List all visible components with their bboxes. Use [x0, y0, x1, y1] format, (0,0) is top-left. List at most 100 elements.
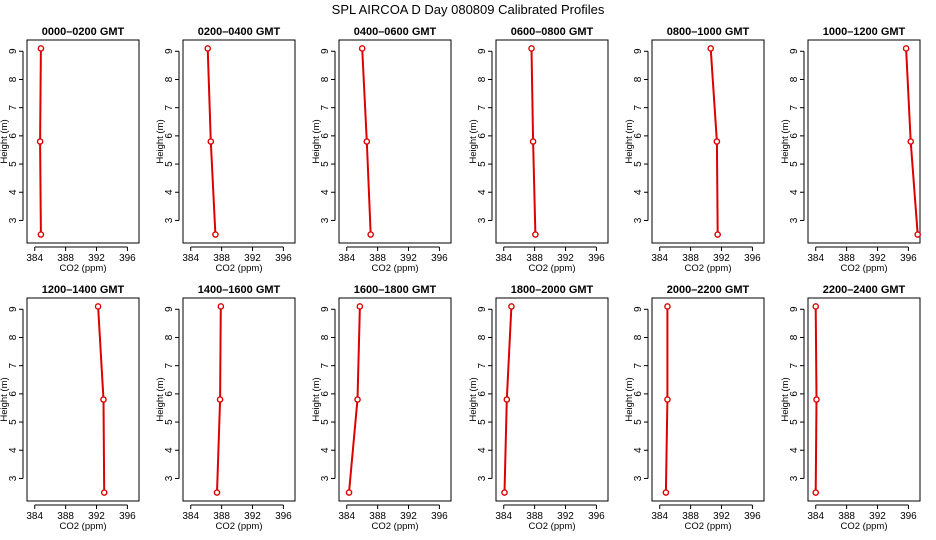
y-tick-label: 5	[320, 419, 331, 425]
x-tick-label: 388	[838, 511, 855, 522]
x-tick-label: 396	[744, 253, 761, 264]
y-tick-label: 7	[8, 104, 19, 110]
panel-10: 2000–2200 GMT 384 388 392 396 CO2 (ppm) 3 4 5 6 7 8…	[624, 284, 765, 532]
x-tick-label: 392	[713, 253, 730, 264]
y-tick-label: 4	[320, 447, 331, 453]
data-point	[100, 489, 108, 496]
y-axis-label: Height (m)	[0, 377, 10, 421]
plot-frame	[495, 297, 609, 502]
y-axis-label: Height (m)	[155, 119, 166, 163]
x-tick-label: 392	[88, 511, 105, 522]
panel-1: 0200–0400 GMT 384 388 392 396 CO2 (ppm) 3 4 5 6 7 8…	[155, 26, 296, 274]
data-point	[664, 303, 671, 310]
x-tick-label: 384	[338, 253, 355, 264]
x-tick-label: 392	[557, 511, 574, 522]
plot-frame	[338, 297, 452, 502]
data-point	[714, 231, 721, 238]
x-tick-label: 392	[557, 253, 574, 264]
x-axis-label: CO2 (ppm)	[529, 263, 576, 274]
data-point	[37, 231, 45, 238]
y-tick-label: 9	[633, 306, 644, 312]
y-tick-label: 6	[633, 133, 644, 139]
y-tick-label: 7	[8, 362, 19, 368]
y-tick-label: 5	[633, 419, 644, 425]
y-tick-label: 9	[633, 48, 644, 54]
y-tick-label: 3	[320, 217, 331, 223]
y-tick-label: 4	[633, 447, 644, 453]
x-tick-label: 392	[244, 253, 261, 264]
y-tick-label: 7	[320, 362, 331, 368]
x-tick-label: 392	[869, 253, 886, 264]
x-axis-label: CO2 (ppm)	[685, 263, 732, 274]
y-tick-label: 7	[320, 104, 331, 110]
data-point	[354, 396, 361, 403]
y-tick-label: 7	[164, 104, 175, 110]
data-point	[356, 303, 364, 310]
y-tick-label: 6	[8, 391, 19, 397]
panel-title: 2000–2200 GMT	[667, 284, 750, 296]
y-tick-label: 9	[477, 48, 488, 54]
y-tick-label: 9	[8, 48, 19, 54]
y-tick-label: 5	[789, 161, 800, 167]
panel-title: 0200–0400 GMT	[198, 26, 281, 38]
data-point	[902, 45, 910, 52]
y-tick-label: 4	[477, 447, 488, 453]
data-point	[503, 396, 511, 403]
y-tick-label: 7	[789, 362, 800, 368]
panel-3: 0600–0800 GMT 384 388 392 396 CO2 (ppm) 3 4 5 6 7 8…	[468, 26, 609, 274]
data-point	[216, 396, 224, 403]
y-tick-label: 4	[8, 447, 19, 453]
data-point	[713, 138, 721, 145]
x-axis-label: CO2 (ppm)	[841, 263, 888, 274]
x-tick-label: 396	[900, 253, 917, 264]
panel-9: 1800–2000 GMT 384 388 392 396 CO2 (ppm) 3 4 5 6 7 8…	[468, 284, 609, 532]
y-tick-label: 6	[789, 391, 800, 397]
data-point	[358, 45, 366, 52]
y-axis-label: Height (m)	[624, 377, 635, 421]
data-point	[363, 138, 371, 145]
x-tick-label: 392	[400, 511, 417, 522]
y-tick-label: 3	[320, 475, 331, 481]
y-axis-label: Height (m)	[311, 377, 322, 421]
x-tick-label: 384	[26, 253, 43, 264]
y-tick-label: 6	[633, 391, 644, 397]
y-axis-label: Height (m)	[0, 119, 10, 163]
plot-frame	[26, 39, 140, 244]
x-tick-label: 388	[682, 511, 699, 522]
x-axis-label: CO2 (ppm)	[529, 521, 576, 532]
x-tick-label: 396	[431, 253, 448, 264]
plot-frame	[807, 297, 921, 502]
y-tick-label: 7	[789, 104, 800, 110]
panel-8: 1600–1800 GMT 384 388 392 396 CO2 (ppm) 3 4 5 6 7 8…	[311, 284, 452, 532]
y-tick-label: 7	[477, 104, 488, 110]
plot-frame	[26, 297, 140, 502]
panel-0: 0000–0200 GMT 384 388 392 396 CO2 (ppm) 3 4 5 6 7 8…	[0, 26, 140, 274]
x-tick-label: 396	[119, 511, 136, 522]
y-tick-label: 3	[789, 217, 800, 223]
x-axis-label: CO2 (ppm)	[60, 521, 107, 532]
x-tick-label: 384	[807, 253, 824, 264]
panel-title: 0600–0800 GMT	[511, 26, 594, 38]
plot-frame	[495, 39, 609, 244]
data-point	[36, 138, 44, 145]
plot-frame	[182, 297, 296, 502]
y-tick-label: 6	[477, 391, 488, 397]
plot-frame	[651, 39, 765, 244]
y-tick-label: 3	[8, 475, 19, 481]
y-tick-label: 9	[164, 306, 175, 312]
x-tick-label: 396	[588, 253, 605, 264]
x-tick-label: 388	[682, 253, 699, 264]
data-point	[914, 231, 921, 238]
data-point	[813, 396, 820, 403]
y-tick-label: 3	[477, 217, 488, 223]
x-tick-label: 392	[400, 253, 417, 264]
y-tick-label: 7	[633, 362, 644, 368]
y-tick-label: 4	[789, 189, 800, 195]
y-tick-label: 7	[633, 104, 644, 110]
x-tick-label: 388	[526, 511, 543, 522]
data-point	[100, 396, 107, 403]
panel-title: 1400–1600 GMT	[198, 284, 281, 296]
x-tick-label: 388	[213, 253, 230, 264]
data-point	[907, 138, 915, 145]
figure-title: SPL AIRCOA D Day 080809 Calibrated Profi…	[332, 2, 605, 17]
